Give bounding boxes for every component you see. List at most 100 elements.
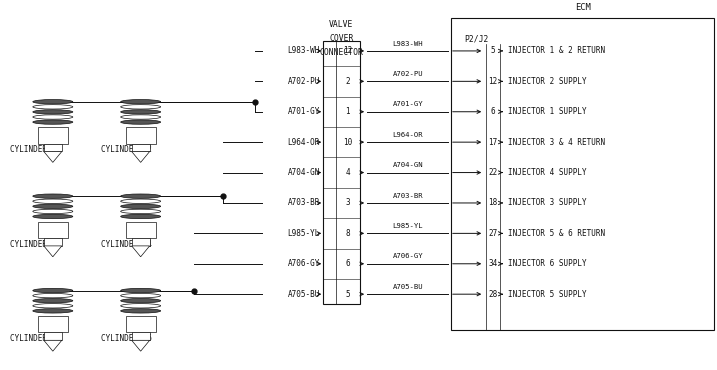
Ellipse shape [33,120,73,124]
Text: INJECTOR 4 SUPPLY: INJECTOR 4 SUPPLY [508,168,587,177]
Text: INJECTOR 6 SUPPLY: INJECTOR 6 SUPPLY [508,259,587,268]
Ellipse shape [120,105,161,109]
Text: A705-BU: A705-BU [392,284,423,290]
Ellipse shape [33,100,73,104]
Ellipse shape [120,120,161,124]
Ellipse shape [33,288,73,293]
Text: P2/J2: P2/J2 [464,35,488,44]
Text: A703-BR: A703-BR [288,198,320,208]
Ellipse shape [120,204,161,209]
Text: A701-GY: A701-GY [288,107,320,116]
Ellipse shape [120,214,161,219]
Text: L964-OR: L964-OR [288,138,320,147]
Text: A701-GY: A701-GY [392,101,423,107]
Ellipse shape [120,304,161,308]
Text: 5: 5 [346,290,350,299]
Ellipse shape [33,209,73,213]
Text: L964-OR: L964-OR [392,132,423,138]
Ellipse shape [120,299,161,303]
Ellipse shape [120,115,161,119]
Text: 2: 2 [346,77,350,86]
Text: INJECTOR 3 SUPPLY: INJECTOR 3 SUPPLY [508,198,587,208]
Text: CYLINDER #1: CYLINDER #1 [10,145,61,154]
Bar [125,316,156,332]
Ellipse shape [120,100,161,104]
Text: 12: 12 [488,77,498,86]
Text: CYLINDER #6: CYLINDER #6 [101,334,152,343]
Text: CYLINDER #4: CYLINDER #4 [101,240,152,249]
Ellipse shape [33,214,73,219]
Polygon shape [132,340,150,351]
Text: L983-WH: L983-WH [392,41,423,47]
Polygon shape [44,246,62,257]
Bar [38,316,68,332]
Ellipse shape [33,199,73,204]
Ellipse shape [33,204,73,209]
Ellipse shape [120,194,161,198]
Text: A702-PU: A702-PU [392,71,423,77]
Text: 6: 6 [346,259,350,268]
Text: A704-GN: A704-GN [288,168,320,177]
Text: 18: 18 [488,198,498,208]
Ellipse shape [33,110,73,114]
Text: 4: 4 [346,168,350,177]
Bar [125,127,156,144]
Polygon shape [132,151,150,162]
Text: A703-BR: A703-BR [392,193,423,199]
Text: CYLINDER #2: CYLINDER #2 [101,145,152,154]
Text: INJECTOR 5 & 6 RETURN: INJECTOR 5 & 6 RETURN [508,229,606,238]
Text: INJECTOR 1 SUPPLY: INJECTOR 1 SUPPLY [508,107,587,116]
Text: L985-YL: L985-YL [392,223,423,229]
Text: A704-GN: A704-GN [392,162,423,168]
Ellipse shape [120,199,161,204]
Text: 1: 1 [346,107,350,116]
Text: CONNECTOR: CONNECTOR [319,48,364,57]
Text: 27: 27 [488,229,498,238]
Bar [38,127,68,144]
Text: 3: 3 [346,198,350,208]
Text: 10: 10 [343,138,353,147]
Text: 34: 34 [488,259,498,268]
Text: COVER: COVER [329,34,353,43]
Text: 22: 22 [488,168,498,177]
Text: A706-GY: A706-GY [288,259,320,268]
Text: VALVE: VALVE [329,20,353,29]
Bar [44,144,62,151]
Ellipse shape [33,194,73,198]
Ellipse shape [120,110,161,114]
Text: 12: 12 [343,46,353,56]
Bar [44,238,62,246]
Ellipse shape [33,299,73,303]
Text: INJECTOR 2 SUPPLY: INJECTOR 2 SUPPLY [508,77,587,86]
Text: 6: 6 [490,107,495,116]
Ellipse shape [33,309,73,313]
Text: 17: 17 [488,138,498,147]
Bar [132,238,150,246]
Text: L985-YL: L985-YL [288,229,320,238]
Text: INJECTOR 5 SUPPLY: INJECTOR 5 SUPPLY [508,290,587,299]
Text: A702-PU: A702-PU [288,77,320,86]
Text: CYLINDER #5: CYLINDER #5 [10,334,61,343]
Bar [38,222,68,238]
Ellipse shape [33,304,73,308]
Text: 28: 28 [488,290,498,299]
Text: 8: 8 [346,229,350,238]
Text: A706-GY: A706-GY [392,253,423,259]
Ellipse shape [33,105,73,109]
Ellipse shape [33,115,73,119]
Ellipse shape [120,309,161,313]
Text: INJECTOR 3 & 4 RETURN: INJECTOR 3 & 4 RETURN [508,138,606,147]
Ellipse shape [120,293,161,298]
Ellipse shape [33,293,73,298]
Text: ECM: ECM [575,3,591,12]
Ellipse shape [120,209,161,213]
Text: INJECTOR 1 & 2 RETURN: INJECTOR 1 & 2 RETURN [508,46,606,56]
Polygon shape [132,246,150,257]
Bar [323,41,360,305]
Bar [132,332,150,340]
Bar [44,332,62,340]
Bar [132,144,150,151]
Ellipse shape [120,288,161,293]
Text: A705-BU: A705-BU [288,290,320,299]
Polygon shape [44,340,62,351]
